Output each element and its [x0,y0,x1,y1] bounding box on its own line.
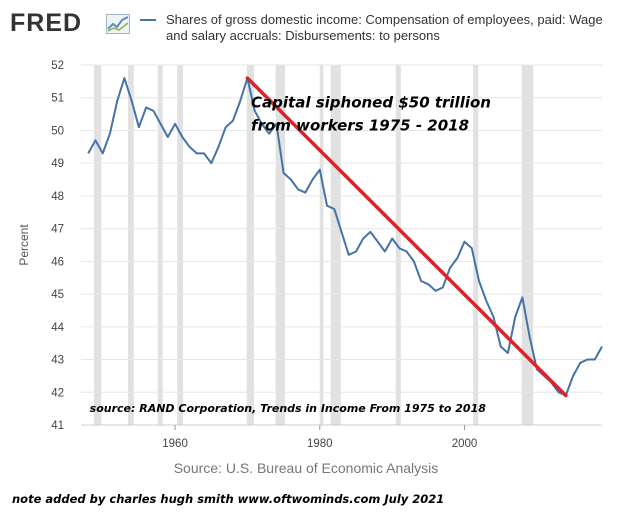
recession-band [395,65,401,425]
footer-note: note added by charles hugh smith www.oft… [12,492,445,506]
recession-band [157,65,163,425]
annotations: Capital siphoned $50 trillion from worker… [90,94,491,415]
y-tick-label: 48 [51,191,64,203]
legend: Shares of gross domestic income: Compens… [140,12,616,44]
source-note: Source: U.S. Bureau of Economic Analysis [173,460,439,476]
y-tick-label: 46 [51,256,64,268]
legend-series-label: Shares of gross domestic income: Compens… [166,12,603,43]
recession-band [330,65,341,425]
y-tick-label: 51 [51,93,64,105]
y-tick-label: 52 [51,60,64,72]
recession-band [521,65,534,425]
y-tick-labels: 41 42 43 44 45 46 47 48 49 50 51 52 [51,60,64,432]
recession-band [319,65,324,425]
fred-logo[interactable]: FRED [10,8,134,40]
y-tick-label: 42 [51,387,64,399]
x-tick-label: 1960 [162,438,188,450]
annotation-text: Capital siphoned $50 trillion [251,94,491,112]
recession-band [128,65,134,425]
y-axis-title: Percent [17,224,31,266]
x-tick-label: 1980 [307,438,333,450]
recession-band [246,65,254,425]
y-tick-label: 50 [51,125,64,137]
y-tick-label: 49 [51,158,64,170]
recession-bands [94,65,534,425]
trend-line [245,76,568,398]
y-tick-label: 41 [51,420,64,432]
logo-text: FRED [10,9,83,37]
annotation-source: source: RAND Corporation, Trends in Inco… [90,402,487,415]
y-tick-label: 45 [51,289,64,301]
legend-swatch [140,19,156,21]
annotation-text: from workers 1975 - 2018 [251,116,469,134]
y-tick-label: 43 [51,355,64,367]
recession-band [177,65,184,425]
series-line [87,77,603,397]
y-tick-label: 44 [51,322,64,334]
recession-band [473,65,479,425]
y-tick-label: 47 [51,224,64,236]
x-tick-label: 2000 [452,438,478,450]
recession-band [275,65,286,425]
x-tick-labels: 1960 1980 2000 [162,425,477,450]
recession-band [94,65,102,425]
line-graph-icon [106,14,130,34]
